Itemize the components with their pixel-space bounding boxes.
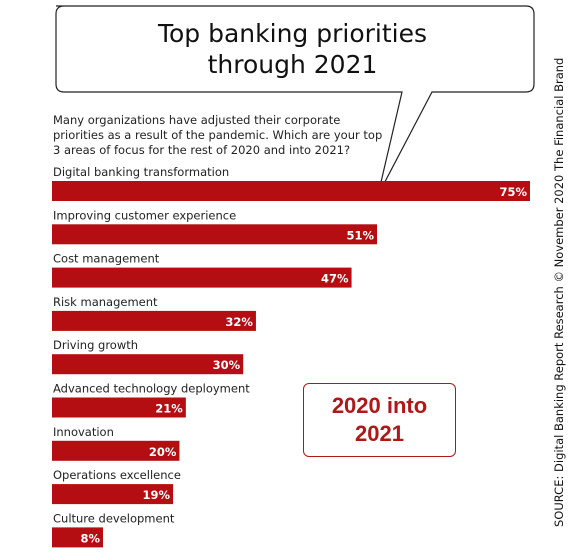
chart-title-line-1: Top banking priorities <box>157 19 428 48</box>
source-note: SOURCE: Digital Banking Report Research … <box>552 57 566 527</box>
bar <box>52 484 174 505</box>
value-label: 19% <box>143 488 171 502</box>
bar <box>52 397 186 418</box>
bar-row: Driving growth 30% <box>52 338 244 375</box>
category-label: Innovation <box>53 425 114 439</box>
bar <box>52 224 378 245</box>
callout-box: 2020 into 2021 <box>303 383 456 457</box>
callout-text: 2020 into 2021 <box>331 393 428 446</box>
bar-row: Cost management 47% <box>52 252 352 288</box>
category-label: Risk management <box>53 295 158 309</box>
bar-row: Improving customer experience 51% <box>52 208 378 245</box>
bar <box>52 310 256 331</box>
category-label: Cost management <box>53 252 160 266</box>
bar <box>52 527 103 548</box>
category-label: Culture development <box>53 511 175 525</box>
chart-subtitle: Many organizations have adjusted their c… <box>53 113 383 157</box>
bar <box>52 354 244 375</box>
bar-row: Culture development 8% <box>52 511 175 548</box>
bar <box>52 181 530 201</box>
bar-row: Operations excellence 19% <box>52 468 181 505</box>
value-label: 75% <box>499 185 527 199</box>
category-label: Operations excellence <box>53 468 181 482</box>
bar-row: Risk management 32% <box>52 295 256 331</box>
value-label: 32% <box>225 315 253 329</box>
value-label: 51% <box>347 228 375 242</box>
chart-title: Top banking priorities through 2021 <box>60 18 525 80</box>
bar <box>52 440 180 461</box>
value-label: 30% <box>213 358 241 372</box>
bar-row: Digital banking transformation 75% <box>52 165 530 201</box>
value-label: 20% <box>149 445 177 459</box>
bar <box>52 267 352 288</box>
value-label: 8% <box>80 531 100 545</box>
category-label: Digital banking transformation <box>53 165 229 179</box>
category-label: Advanced technology deployment <box>53 382 250 396</box>
bar-row: Advanced technology deployment 21% <box>52 382 250 418</box>
category-label: Improving customer experience <box>53 208 236 222</box>
value-label: 47% <box>321 272 349 286</box>
chart-title-line-2: through 2021 <box>207 50 378 79</box>
category-label: Driving growth <box>53 338 138 352</box>
value-label: 21% <box>155 402 183 416</box>
bar-chart: Digital banking transformation 75% Improvi… <box>52 165 530 548</box>
bar-row: Innovation 20% <box>52 425 180 461</box>
